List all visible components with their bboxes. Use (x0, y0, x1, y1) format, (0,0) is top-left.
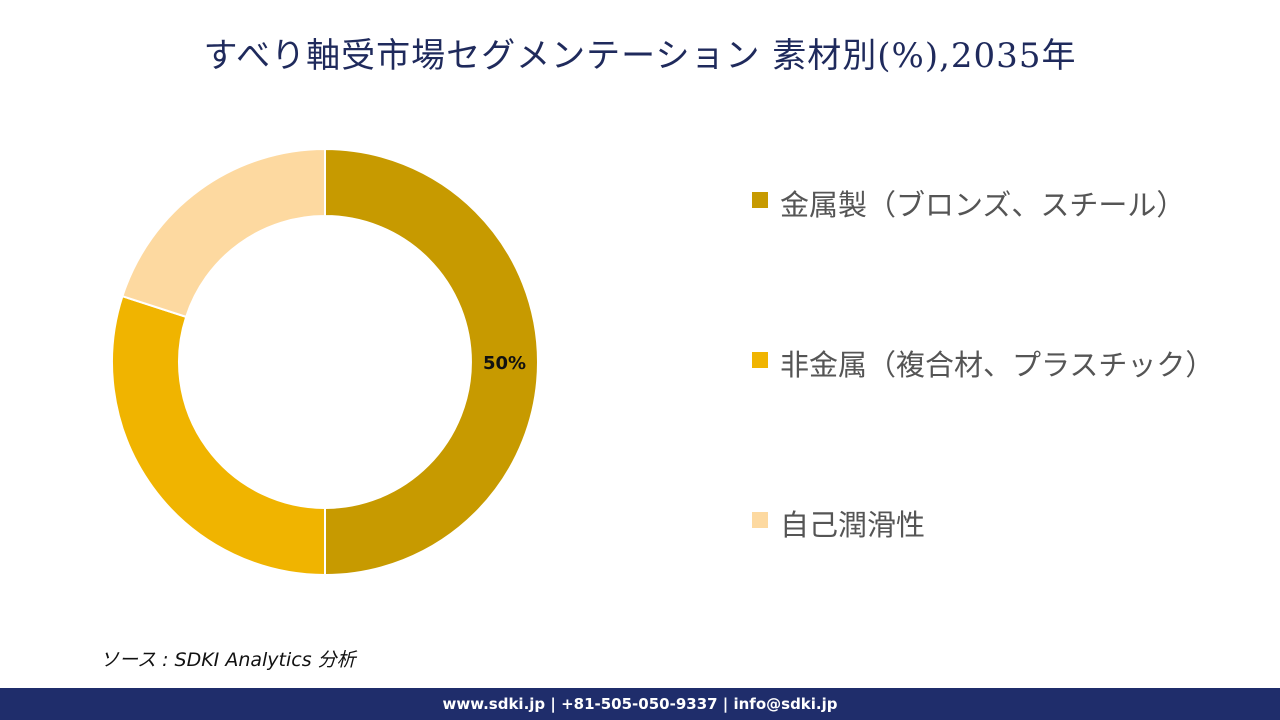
legend-label-self-lubricating: 自己潤滑性 (780, 508, 926, 542)
legend-swatch-nonmetal (752, 352, 768, 368)
chart-title: すべり軸受市場セグメンテーション 素材別(%),2035年 (203, 36, 1077, 76)
legend-label-nonmetal: 非金属（複合材、プラスチック） (780, 348, 1215, 382)
legend-item-metal: 金属製（ブロンズ、スチール） (752, 178, 1220, 232)
legend-item-self-lubricating: 自己潤滑性 (752, 498, 1220, 552)
legend-label-metal: 金属製（ブロンズ、スチール） (780, 188, 1186, 222)
donut-chart: 50% (111, 147, 539, 577)
footer-contact: www.sdki.jp | +81-505-050-9337 | info@sd… (442, 695, 838, 713)
legend-swatch-metal (752, 192, 768, 208)
legend-item-nonmetal: 非金属（複合材、プラスチック） (752, 338, 1220, 392)
slice-self-lubricating (121, 147, 326, 319)
slice-metal (324, 147, 539, 577)
footer-bar: www.sdki.jp | +81-505-050-9337 | info@sd… (0, 688, 1280, 720)
source-note: ソース : SDKI Analytics 分析 (100, 649, 356, 671)
legend-swatch-self-lubricating (752, 512, 768, 528)
data-label-metal: 50% (483, 353, 526, 374)
slice-nonmetal (111, 294, 326, 577)
